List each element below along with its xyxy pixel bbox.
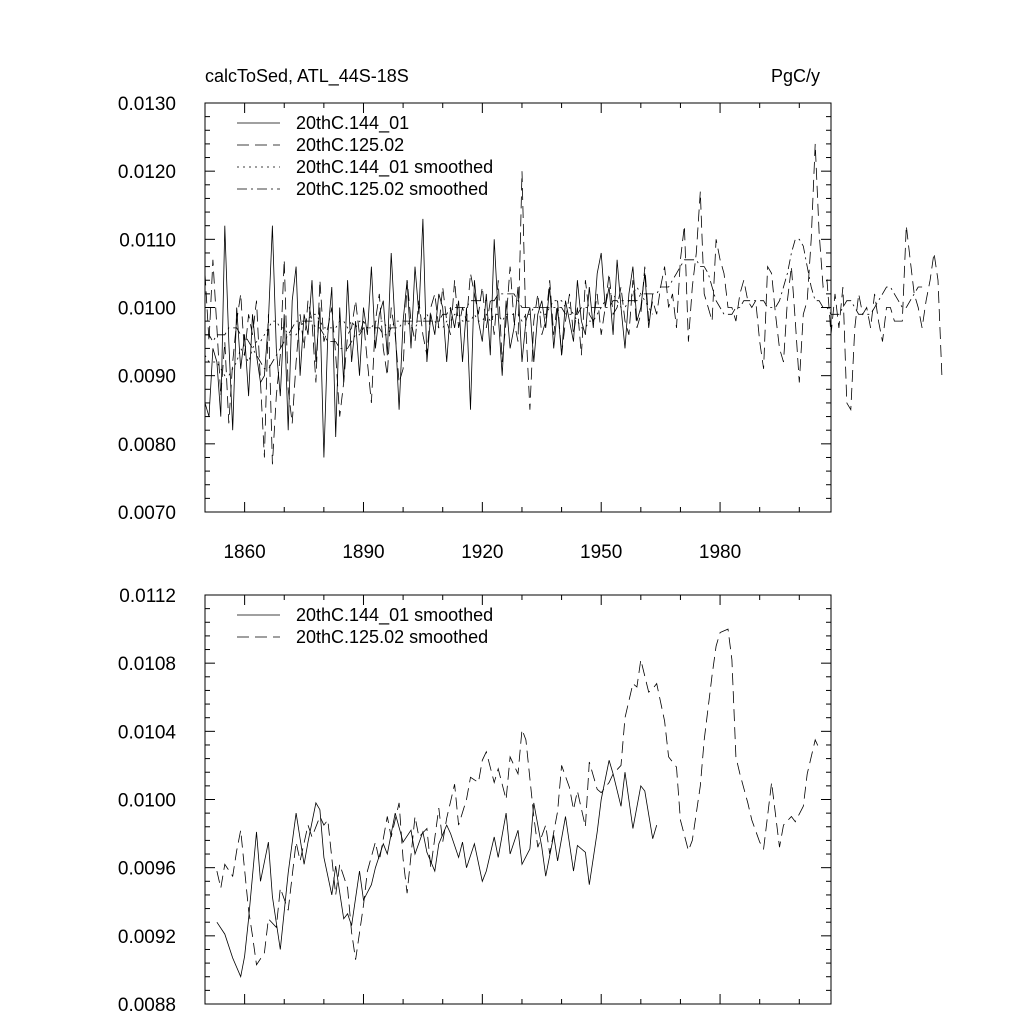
top-ytick-label: 0.0070 <box>118 503 176 524</box>
top-ytick-label: 0.0130 <box>118 94 176 115</box>
top-panel-series <box>204 143 943 465</box>
top-ytick-label: 0.0120 <box>118 162 176 183</box>
bottom-ytick-label: 0.0104 <box>118 722 177 743</box>
top-xtick-label: 1980 <box>699 542 741 563</box>
bottom-panel-series <box>216 628 820 979</box>
top-series-line-1 <box>204 218 654 458</box>
bottom-ytick-label: 0.0092 <box>118 927 176 948</box>
top-ytick-label: 0.0080 <box>118 435 176 456</box>
top-xtick-label: 1920 <box>461 542 503 563</box>
top-xtick-label: 1890 <box>342 542 384 563</box>
bottom-legend-label: 20thC.125.02 smoothed <box>296 627 488 647</box>
top-xtick-label: 1860 <box>223 542 265 563</box>
top-panel-units: PgC/y <box>771 66 820 86</box>
bottom-series-line-1 <box>216 760 658 979</box>
bottom-panel-frame <box>204 594 832 1005</box>
top-panel: calcToSed, ATL_44S-18S PgC/y 0.0070 0.008… <box>118 66 943 563</box>
top-ytick-label: 0.0090 <box>118 367 176 388</box>
top-legend-label: 20thC.144_01 <box>296 113 409 134</box>
top-panel-title: calcToSed, ATL_44S-18S <box>205 66 409 87</box>
bottom-panel: 0.0088 0.0092 0.0096 0.0100 0.0104 0.0108 0.01… <box>118 586 832 1016</box>
bottom-ytick-label: 0.0100 <box>118 791 176 812</box>
top-series-line-2 <box>204 143 943 465</box>
top-legend-label: 20thC.144_01 smoothed <box>296 157 493 178</box>
bottom-panel-ticks: 0.0088 0.0092 0.0096 0.0100 0.0104 0.0108 0.01… <box>118 586 831 1016</box>
top-panel-ticks: 0.0070 0.0080 0.0090 0.0100 0.0110 0.0120 0.01… <box>118 94 831 563</box>
bottom-series-line-2 <box>216 628 820 966</box>
top-series-line-4 <box>205 238 923 370</box>
top-ytick-label: 0.0110 <box>119 230 176 251</box>
top-xtick-label: 1950 <box>580 542 622 563</box>
bottom-legend-label: 20thC.144_01 smoothed <box>296 605 493 626</box>
top-legend-label: 20thC.125.02 smoothed <box>296 179 488 199</box>
bottom-ytick-label: 0.0108 <box>118 654 176 675</box>
top-legend-label: 20thC.125.02 <box>296 135 404 155</box>
top-ytick-label: 0.0100 <box>118 299 176 320</box>
bottom-ytick-label: 0.0088 <box>118 995 176 1016</box>
bottom-ytick-label: 0.0112 <box>119 586 176 607</box>
bottom-ytick-label: 0.0096 <box>118 859 176 880</box>
